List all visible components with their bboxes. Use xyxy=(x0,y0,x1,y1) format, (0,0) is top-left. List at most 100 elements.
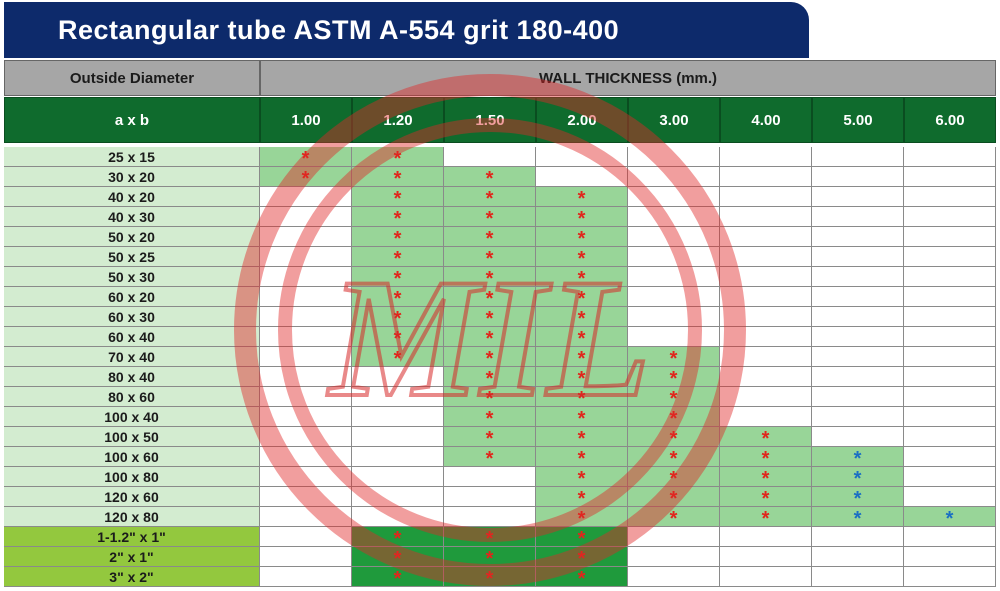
availability-cell: * xyxy=(444,247,536,270)
availability-cell xyxy=(812,407,904,427)
thickness-header: 1.20 xyxy=(352,97,444,143)
availability-cell xyxy=(812,227,904,247)
thickness-header: 1.50 xyxy=(444,97,536,143)
availability-cell: * xyxy=(536,467,628,490)
availability-cell xyxy=(720,287,812,307)
availability-cell: * xyxy=(352,187,444,210)
size-cell: 80 x 40 xyxy=(4,367,260,387)
availability-cell: * xyxy=(628,467,720,490)
availability-cell xyxy=(904,467,996,487)
availability-cell xyxy=(352,387,444,407)
availability-cell xyxy=(904,487,996,507)
availability-cell: * xyxy=(444,347,536,370)
availability-cell xyxy=(720,547,812,567)
availability-cell xyxy=(720,207,812,227)
availability-cell xyxy=(812,387,904,407)
size-cell: 30 x 20 xyxy=(4,167,260,187)
size-cell: 60 x 40 xyxy=(4,327,260,347)
availability-cell xyxy=(260,527,352,547)
availability-cell: * xyxy=(444,227,536,250)
availability-cell xyxy=(352,367,444,387)
availability-cell xyxy=(260,487,352,507)
availability-cell xyxy=(628,307,720,327)
availability-cell xyxy=(260,547,352,567)
availability-cell xyxy=(720,247,812,267)
availability-cell: * xyxy=(536,227,628,250)
availability-cell xyxy=(812,187,904,207)
availability-cell: * xyxy=(536,387,628,410)
availability-cell xyxy=(352,447,444,467)
availability-cell: * xyxy=(352,567,444,590)
size-cell: 70 x 40 xyxy=(4,347,260,367)
size-cell: 40 x 30 xyxy=(4,207,260,227)
availability-cell: * xyxy=(352,327,444,350)
availability-cell xyxy=(812,367,904,387)
availability-cell: * xyxy=(536,287,628,310)
availability-cell: * xyxy=(444,187,536,210)
availability-cell: * xyxy=(536,247,628,270)
availability-cell: * xyxy=(812,447,904,470)
availability-cell xyxy=(904,227,996,247)
availability-cell xyxy=(812,307,904,327)
availability-cell xyxy=(260,307,352,327)
availability-cell: * xyxy=(352,287,444,310)
availability-cell xyxy=(720,387,812,407)
availability-cell xyxy=(812,427,904,447)
availability-cell: * xyxy=(444,547,536,570)
size-cell: 120 x 80 xyxy=(4,507,260,527)
size-cell: 100 x 40 xyxy=(4,407,260,427)
availability-cell: * xyxy=(444,427,536,450)
availability-cell xyxy=(904,387,996,407)
availability-cell: * xyxy=(536,547,628,570)
availability-cell xyxy=(444,487,536,507)
availability-cell xyxy=(812,247,904,267)
availability-cell xyxy=(812,267,904,287)
availability-cell: * xyxy=(352,347,444,370)
availability-cell xyxy=(444,507,536,527)
availability-cell: * xyxy=(812,487,904,510)
availability-cell: * xyxy=(628,367,720,390)
availability-cell xyxy=(444,147,536,167)
wall-thickness-header: WALL THICKNESS (mm.) xyxy=(260,60,996,96)
availability-cell xyxy=(260,407,352,427)
availability-cell: * xyxy=(536,327,628,350)
availability-cell: * xyxy=(444,307,536,330)
availability-cell: * xyxy=(536,187,628,210)
availability-cell xyxy=(628,167,720,187)
availability-cell xyxy=(628,287,720,307)
outside-diameter-header: Outside Diameter xyxy=(4,60,260,96)
availability-cell: * xyxy=(720,427,812,450)
availability-cell xyxy=(904,307,996,327)
availability-cell: * xyxy=(444,287,536,310)
availability-cell: * xyxy=(628,387,720,410)
availability-cell: * xyxy=(536,207,628,230)
availability-cell: * xyxy=(536,307,628,330)
availability-cell: * xyxy=(444,407,536,430)
availability-cell: * xyxy=(352,207,444,230)
availability-cell: * xyxy=(352,267,444,290)
availability-cell: * xyxy=(628,507,720,530)
availability-cell xyxy=(628,227,720,247)
availability-cell: * xyxy=(536,427,628,450)
availability-cell xyxy=(260,227,352,247)
size-cell: 100 x 50 xyxy=(4,427,260,447)
availability-cell xyxy=(812,547,904,567)
thickness-header: 3.00 xyxy=(628,97,720,143)
size-cell: 80 x 60 xyxy=(4,387,260,407)
availability-cell xyxy=(812,287,904,307)
size-cell: 50 x 20 xyxy=(4,227,260,247)
availability-cell: * xyxy=(444,207,536,230)
availability-cell: * xyxy=(260,167,352,190)
availability-cell xyxy=(720,307,812,327)
availability-cell: * xyxy=(720,467,812,490)
availability-cell: * xyxy=(720,487,812,510)
availability-cell xyxy=(260,327,352,347)
availability-cell xyxy=(812,567,904,587)
thickness-header: 5.00 xyxy=(812,97,904,143)
availability-cell xyxy=(904,527,996,547)
availability-cell xyxy=(904,427,996,447)
availability-cell: * xyxy=(352,227,444,250)
availability-cell xyxy=(628,547,720,567)
availability-cell xyxy=(260,207,352,227)
size-cell: 100 x 60 xyxy=(4,447,260,467)
